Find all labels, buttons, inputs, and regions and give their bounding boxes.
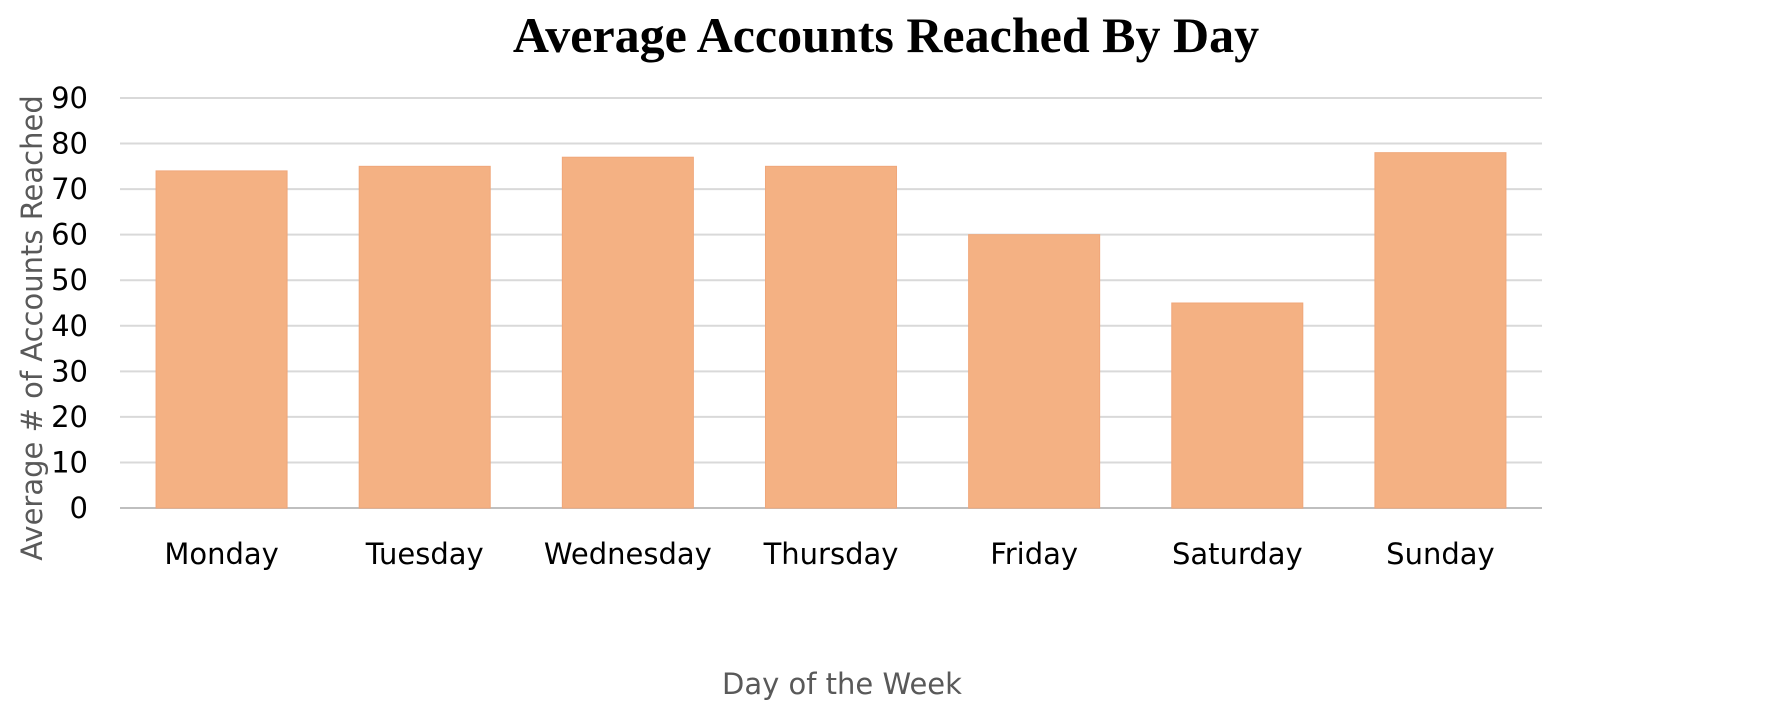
x-tick-label-thursday: Thursday — [763, 537, 899, 571]
x-tick-label-sunday: Sunday — [1386, 537, 1495, 571]
y-tick-label: 60 — [51, 218, 88, 252]
bar-monday — [155, 170, 288, 509]
bar-thursday — [764, 165, 898, 509]
x-axis-title: Day of the Week — [722, 667, 962, 701]
y-tick-label: 80 — [51, 127, 88, 161]
y-tick-label: 50 — [51, 263, 88, 297]
x-tick-label-tuesday: Tuesday — [365, 537, 484, 571]
x-tick-label-monday: Monday — [164, 537, 279, 571]
y-tick-label: 90 — [51, 81, 88, 115]
bar-friday — [968, 234, 1101, 509]
bar-saturday — [1171, 302, 1304, 509]
x-tick-label-saturday: Saturday — [1172, 537, 1303, 571]
bar-tuesday — [358, 165, 491, 509]
y-tick-label: 70 — [51, 172, 88, 206]
y-tick-label: 20 — [51, 400, 88, 434]
bar-sunday — [1374, 152, 1507, 509]
y-tick-label: 10 — [51, 445, 88, 479]
y-tick-label: 40 — [51, 309, 88, 343]
y-tick-label: 30 — [51, 354, 88, 388]
x-axis-tick-labels: Monday Tuesday Wednesday Thursday Friday Satu… — [164, 537, 1494, 571]
y-axis-title: Average # of Accounts Reached — [15, 95, 49, 560]
y-tick-label: 0 — [70, 491, 88, 525]
chart-title: Average Accounts Reached By Day — [513, 7, 1259, 63]
x-tick-label-friday: Friday — [990, 537, 1078, 571]
bars — [155, 152, 1507, 509]
bar-wednesday — [561, 156, 694, 509]
x-tick-label-wednesday: Wednesday — [544, 537, 712, 571]
y-axis-tick-labels: 0 10 20 30 40 50 60 70 80 90 — [51, 81, 88, 525]
